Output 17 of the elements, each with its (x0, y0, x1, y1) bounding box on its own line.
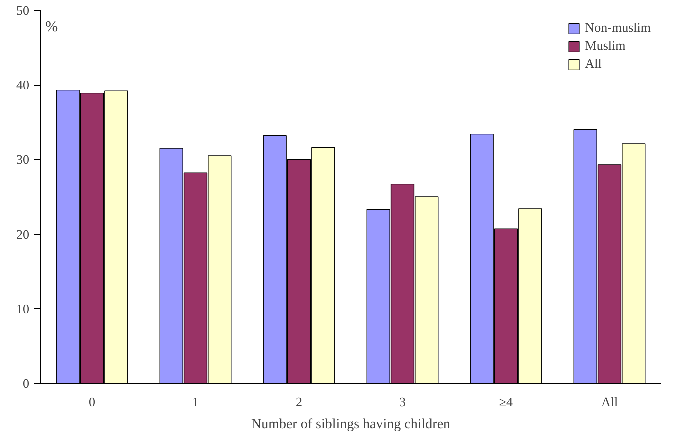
x-tick-label: 1 (192, 394, 199, 410)
legend-label: Muslim (585, 38, 626, 54)
x-axis-title: Number of siblings having children (251, 418, 451, 432)
y-tick-label: 10 (16, 301, 30, 316)
y-tick-label: 50 (16, 3, 30, 18)
legend-label: All (585, 56, 603, 72)
y-tick-label: 20 (16, 226, 30, 242)
x-tick-label: 2 (296, 394, 302, 410)
y-tick-label: 40 (16, 78, 30, 93)
x-tick-label: All (601, 394, 618, 410)
y-tick-label: 30 (16, 152, 30, 168)
legend-label: Non-muslim (585, 20, 651, 36)
y-axis-title: % (46, 20, 58, 36)
x-tick-label: 3 (400, 394, 406, 410)
x-tick-label: 0 (89, 394, 96, 410)
x-tick-label: ≥4 (499, 394, 514, 410)
y-tick-label: 0 (23, 376, 30, 391)
